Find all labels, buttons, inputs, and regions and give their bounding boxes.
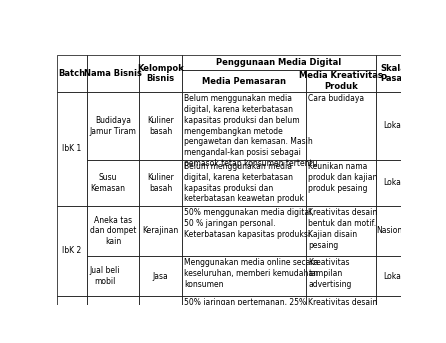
Text: Nasional: Nasional <box>376 317 410 326</box>
Text: Kreativitas desain
bentuk dan motif.
Kajian disain
pesaing: Kreativitas desain bentuk dan motif. Kaj… <box>308 208 378 249</box>
Bar <box>57 55 87 92</box>
Bar <box>182 256 306 296</box>
Text: Skala
Pasar: Skala Pasar <box>380 63 406 83</box>
Text: Lokal: Lokal <box>383 178 403 187</box>
Bar <box>306 70 376 92</box>
Bar <box>140 296 182 343</box>
Text: Media Kreativitas
Produk: Media Kreativitas Produk <box>299 71 383 91</box>
Bar <box>182 160 306 206</box>
Bar <box>376 160 411 206</box>
Bar <box>87 206 140 256</box>
Text: Lokal: Lokal <box>383 121 403 130</box>
Bar <box>306 160 376 206</box>
Text: IbK 3: IbK 3 <box>62 336 82 343</box>
Bar <box>87 92 140 160</box>
Text: Belum menggunakan media
digital, karena keterbatasan
kapasitas produksi dan belu: Belum menggunakan media digital, karena … <box>184 94 318 168</box>
Text: Belum menggunakan media
digital, karena keterbatasan
kapasitas produksi dan
kete: Belum menggunakan media digital, karena … <box>184 162 304 203</box>
Bar <box>306 296 376 343</box>
Bar <box>57 296 87 343</box>
Bar <box>87 160 140 206</box>
Bar <box>140 55 182 92</box>
Text: Penggunaan Media Digital: Penggunaan Media Digital <box>216 58 342 67</box>
Text: Cara budidaya: Cara budidaya <box>308 94 364 103</box>
Bar <box>182 206 306 256</box>
Bar <box>376 256 411 296</box>
Text: Kelompok
Bisnis: Kelompok Bisnis <box>137 63 184 83</box>
Bar <box>57 92 87 206</box>
Bar <box>87 296 140 343</box>
Bar <box>182 296 306 343</box>
Text: Kreativitas desain
bentuk dan motif.
Kajian disain
pesaing: Kreativitas desain bentuk dan motif. Kaj… <box>308 298 378 340</box>
Bar <box>376 92 411 160</box>
Text: 50% jaringan pertemanan, 25%
penggunaan media digital, 25 %
pameran produk & sho: 50% jaringan pertemanan, 25% penggunaan … <box>184 298 310 329</box>
Text: Aneka tas
dan dompet
kain: Aneka tas dan dompet kain <box>90 216 136 246</box>
Bar <box>140 206 182 256</box>
Text: Keunikan nama
produk dan kajian
produk pesaing: Keunikan nama produk dan kajian produk p… <box>308 162 378 192</box>
Bar <box>306 256 376 296</box>
Bar <box>376 55 411 92</box>
Text: Kuliner
basah: Kuliner basah <box>147 173 174 193</box>
Bar <box>140 92 182 160</box>
Text: Nasional: Nasional <box>376 226 410 235</box>
Bar <box>376 296 411 343</box>
Text: Budidaya
Jamur Tiram: Budidaya Jamur Tiram <box>90 116 137 136</box>
Bar <box>376 206 411 256</box>
Text: Media Pemasaran: Media Pemasaran <box>202 77 286 86</box>
Text: Jasa: Jasa <box>153 272 169 281</box>
Text: Batch: Batch <box>58 69 86 78</box>
Bar <box>140 256 182 296</box>
Text: Kuliner
basah: Kuliner basah <box>147 116 174 136</box>
Bar <box>306 92 376 160</box>
Bar <box>87 55 140 92</box>
Bar <box>87 256 140 296</box>
Text: Kaos dan
mechandice
basket: Kaos dan mechandice basket <box>90 306 136 336</box>
Text: 50% menggunakan media digital,
50 % jaringan personal.
Keterbatasan kapasitas pr: 50% menggunakan media digital, 50 % jari… <box>184 208 314 239</box>
Bar <box>57 206 87 296</box>
Text: Kerajinan: Kerajinan <box>143 226 179 235</box>
Text: Fashion: Fashion <box>146 317 175 326</box>
Text: Menggunakan media online secara
keseluruhan, memberi kemudahan
konsumen: Menggunakan media online secara keseluru… <box>184 258 319 289</box>
Text: Susu
Kemasan: Susu Kemasan <box>90 173 125 193</box>
Text: IbK 1: IbK 1 <box>62 144 82 153</box>
Text: Nama Bisnis: Nama Bisnis <box>84 69 142 78</box>
Bar <box>182 92 306 160</box>
Bar <box>140 160 182 206</box>
Text: IbK 2: IbK 2 <box>62 247 82 256</box>
Text: Lokal: Lokal <box>383 272 403 281</box>
Text: Jual beli
mobil: Jual beli mobil <box>90 266 120 286</box>
Bar <box>182 70 306 92</box>
Bar <box>306 206 376 256</box>
Bar <box>182 55 376 70</box>
Text: Kreativitas
tampilan
advertising: Kreativitas tampilan advertising <box>308 258 352 289</box>
